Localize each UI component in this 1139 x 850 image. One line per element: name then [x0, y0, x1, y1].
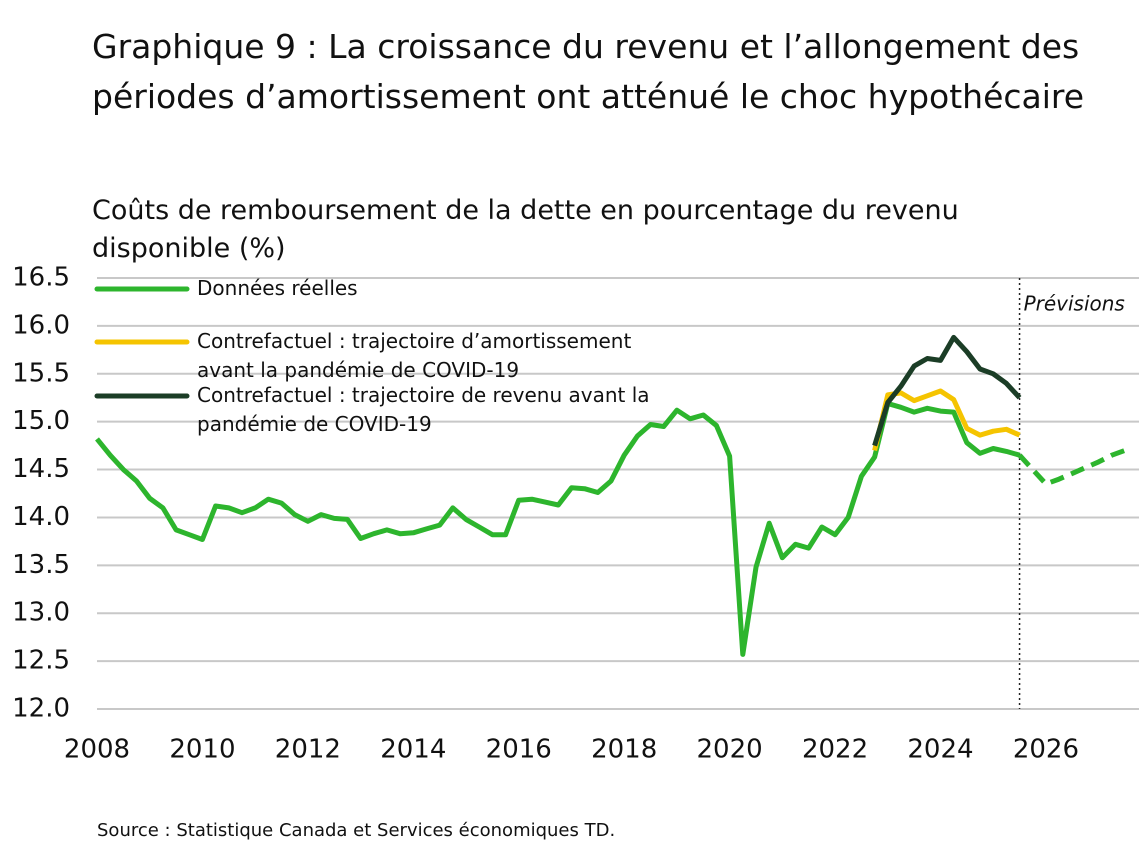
y-tick-label: 15.0 — [12, 406, 70, 436]
data-line — [872, 388, 1021, 451]
y-tick-label: 14.5 — [12, 454, 70, 484]
x-tick-label: 2024 — [907, 735, 973, 765]
y-tick-label: 12.5 — [12, 646, 70, 676]
x-tick-label: 2014 — [380, 735, 446, 765]
x-tick-label: 2008 — [64, 735, 130, 765]
source-note: Source : Statistique Canada et Services … — [97, 820, 616, 841]
x-tick-label: 2022 — [802, 735, 868, 765]
legend-label: Données réelles — [197, 276, 358, 300]
y-tick-label: 16.0 — [12, 310, 70, 340]
y-tick-label: 15.5 — [12, 358, 70, 388]
x-tick-label: 2016 — [486, 735, 552, 765]
legend-label: Contrefactuel : trajectoire d’amortissem… — [197, 329, 632, 382]
x-tick-label: 2010 — [169, 735, 235, 765]
chart-subtitle: Coûts de remboursement de la dette en po… — [92, 195, 959, 264]
y-tick-label: 12.0 — [12, 694, 70, 724]
legend-label: Contrefactuel : trajectoire de revenu av… — [197, 383, 650, 436]
y-tick-label: 14.0 — [12, 502, 70, 532]
y-tick-label: 16.5 — [12, 263, 70, 293]
forecast-label: Prévisions — [1024, 292, 1125, 316]
y-tick-label: 13.5 — [12, 550, 70, 580]
y-tick-label: 13.0 — [12, 598, 70, 628]
data-line — [95, 401, 1021, 657]
data-line — [872, 334, 1022, 447]
x-tick-label: 2020 — [697, 735, 763, 765]
x-tick-label: 2026 — [1013, 735, 1079, 765]
x-tick-label: 2018 — [591, 735, 657, 765]
chart-title: Graphique 9 : La croissance du revenu et… — [92, 27, 1085, 116]
x-tick-label: 2012 — [275, 735, 341, 765]
data-line — [1017, 448, 1126, 487]
